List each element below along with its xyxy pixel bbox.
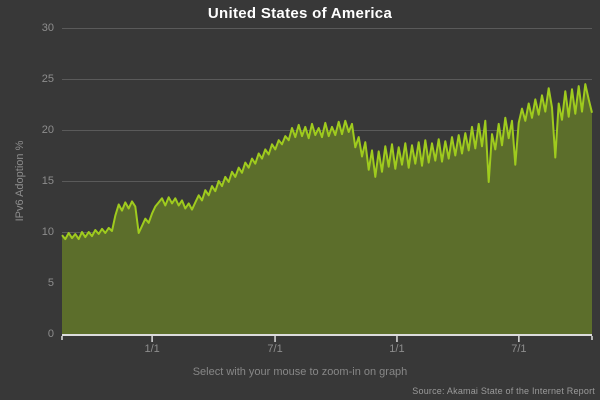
series-line: [61, 83, 593, 241]
y-tick-label: 20: [41, 124, 54, 136]
chart-title: United States of America: [207, 5, 393, 22]
y-tick-label: 5: [47, 277, 54, 289]
x-tick-label: 1/1: [144, 343, 160, 355]
y-tick-label: 15: [41, 175, 54, 187]
source-credit: Source: Akamai State of the Internet Rep…: [412, 386, 595, 396]
y-tick-label: 10: [41, 226, 54, 238]
y-tick-label: 25: [41, 73, 54, 85]
zoom-hint-text: Select with your mouse to zoom-in on gra…: [192, 366, 408, 378]
area-fill: [62, 84, 592, 334]
x-tick-label: 7/1: [267, 343, 283, 355]
x-tick-label: 1/1: [389, 343, 405, 355]
x-tick-label: 7/1: [511, 343, 527, 355]
y-tick-label: 30: [41, 22, 54, 34]
y-tick-label: 0: [47, 328, 54, 340]
